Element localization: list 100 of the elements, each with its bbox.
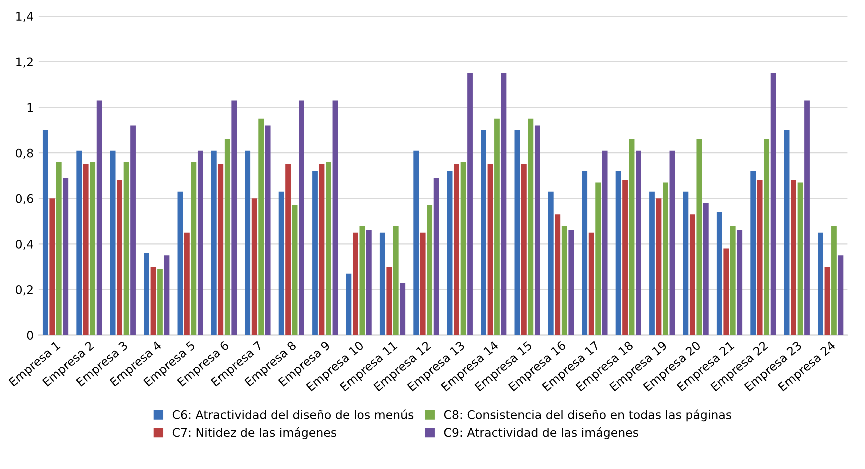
bar: [393, 226, 399, 336]
bar: [56, 162, 62, 336]
bar: [838, 256, 844, 336]
bar: [616, 171, 622, 336]
bar: [656, 198, 662, 336]
bar: [724, 248, 730, 336]
bar: [420, 232, 426, 336]
bar: [460, 162, 466, 336]
bar: [818, 232, 824, 336]
legend-label: C9: Atractividad de las imágenes: [444, 428, 638, 440]
bar: [521, 164, 527, 336]
bar: [286, 164, 291, 336]
bar: [184, 232, 190, 336]
bar: [757, 180, 763, 336]
bar: [386, 266, 392, 336]
legend-label: C8: Consistencia del diseño en todas las páginas: [444, 410, 732, 422]
bar: [42, 130, 48, 336]
bar: [548, 192, 554, 336]
bar: [730, 226, 736, 336]
bar: [158, 269, 163, 336]
bar: [468, 73, 473, 336]
bar: [514, 130, 520, 336]
bar: [555, 214, 561, 336]
bar: [218, 164, 224, 336]
bar: [750, 171, 756, 336]
bar: [265, 126, 271, 336]
bar: [798, 182, 804, 336]
bar: [319, 164, 325, 336]
legend-label: C7: Nitidez de las imágenes: [172, 428, 336, 440]
bar: [232, 100, 238, 336]
bar: [791, 180, 796, 336]
bar: [312, 171, 318, 336]
bar: [534, 126, 540, 336]
bar: [191, 162, 197, 336]
y-tick-label: 1,4: [16, 12, 34, 22]
bar: [83, 164, 89, 336]
bar: [278, 192, 284, 336]
bar: [198, 150, 204, 336]
y-tick-label: 0,2: [16, 286, 33, 296]
bar: [784, 130, 790, 336]
bar: [50, 198, 56, 336]
y-tick-label: 0: [27, 331, 34, 340]
bar: [636, 150, 642, 336]
bar: [400, 282, 406, 336]
bar: [602, 150, 608, 336]
bar: [292, 205, 298, 336]
bar: [568, 230, 574, 336]
bar: [96, 100, 102, 336]
bar: [90, 162, 96, 336]
bar: [211, 150, 217, 336]
y-tick-label: 0,6: [16, 194, 34, 205]
bar: [427, 205, 433, 336]
bar: [716, 212, 722, 336]
bar: [360, 226, 366, 336]
bar: [832, 226, 837, 336]
bar: [670, 150, 676, 336]
bar: [622, 180, 628, 336]
bar: [150, 266, 156, 336]
y-tick-label: 0,8: [16, 148, 34, 159]
bar: [380, 232, 386, 336]
bar: [528, 118, 534, 336]
bar: [494, 118, 500, 336]
bar: [110, 150, 116, 336]
bar: [696, 139, 702, 336]
bar: [629, 139, 635, 336]
bar: [332, 100, 338, 336]
bar: [224, 139, 230, 336]
bar: [703, 203, 709, 336]
bar: [252, 198, 258, 336]
bar: [299, 100, 304, 336]
bar: [683, 192, 689, 336]
bar: [258, 118, 264, 336]
bar: [164, 256, 170, 336]
bar: [596, 182, 602, 336]
bar: [76, 150, 82, 336]
bar: [764, 139, 770, 336]
bar: [650, 192, 655, 336]
bar: [562, 226, 568, 336]
bar: [434, 178, 440, 336]
bar: [414, 150, 420, 336]
bar: [63, 178, 69, 336]
y-tick-label: 0,4: [16, 240, 34, 250]
bar: [130, 126, 136, 336]
bar: [770, 73, 776, 336]
legend-label: C6: Atractividad del diseño de los menús: [172, 410, 414, 420]
bar: [178, 192, 184, 336]
bar: [824, 266, 830, 336]
bar: [582, 171, 588, 336]
bar: [690, 214, 696, 336]
bar: [663, 182, 668, 336]
bar: [326, 162, 332, 336]
bar: [454, 164, 460, 336]
bar: [501, 73, 507, 336]
bar: [346, 274, 352, 336]
y-tick-label: 1: [28, 103, 33, 112]
y-tick-label: 1,2: [16, 58, 33, 68]
bar: [117, 180, 122, 336]
bar: [353, 232, 358, 336]
bar: [737, 230, 743, 336]
bar: [488, 164, 494, 336]
